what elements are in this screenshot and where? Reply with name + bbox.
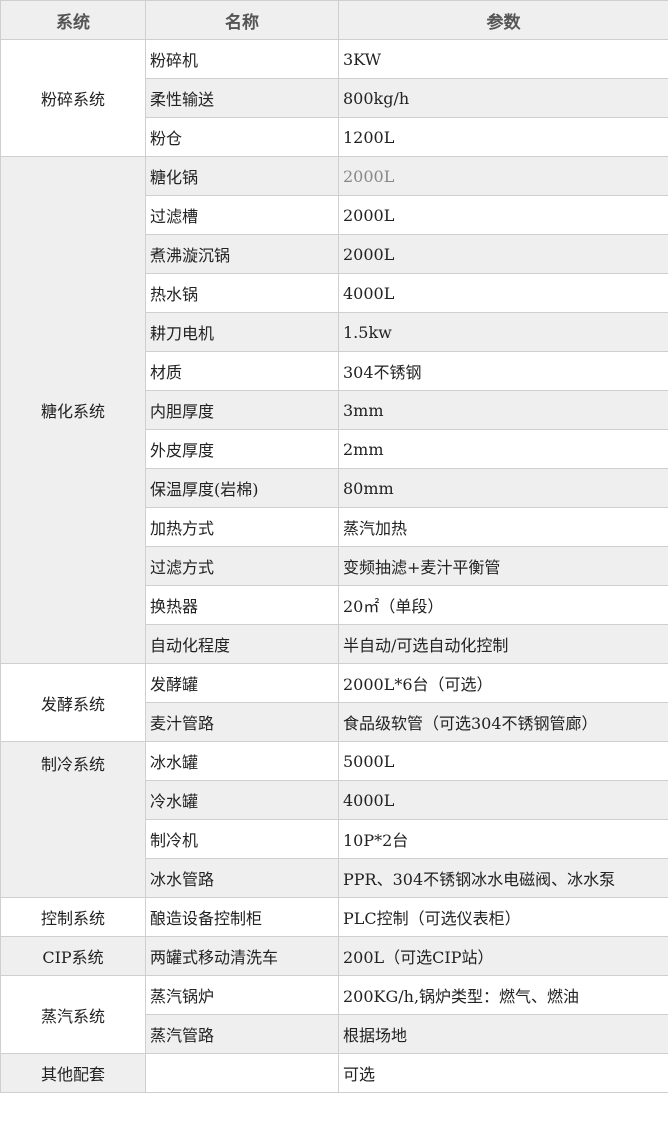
table-row: 糖化系统 糖化锅 2000L: [0, 156, 668, 664]
system-cell: 发酵系统: [0, 663, 146, 742]
name-cell: 发酵罐: [145, 663, 339, 703]
param-cell: 20㎡（单段）: [338, 585, 668, 625]
table-row: 麦汁管路 食品级软管（可选304不锈钢管廊）: [1, 702, 668, 742]
param-cell: PPR、304不锈钢冰水电磁阀、冰水泵: [338, 858, 668, 898]
name-cell: 酿造设备控制柜: [145, 897, 339, 937]
table-row: 耕刀电机 1.5kw: [1, 312, 668, 352]
table-row: 内胆厚度 3mm: [1, 390, 668, 430]
name-cell: 自动化程度: [145, 624, 339, 664]
param-cell: 2000L: [338, 234, 668, 274]
equipment-spec-table: 系统 名称 参数 粉碎系统 粉碎机 3KW 柔性输送 800kg/h 粉仓 1200L 糖化系…: [0, 0, 668, 1093]
table-row: 柔性输送 800kg/h: [1, 78, 668, 118]
table-row: 煮沸漩沉锅 2000L: [1, 234, 668, 274]
table-row: 发酵系统 发酵罐 2000L*6台（可选）: [0, 663, 668, 742]
table-row: 蒸汽系统 蒸汽锅炉 200KG/h,锅炉类型：燃气、燃油: [0, 975, 668, 1054]
name-cell: 保温厚度(岩棉): [145, 468, 339, 508]
system-cell: 糖化系统: [0, 156, 146, 664]
system-cell: 其他配套: [0, 1053, 146, 1093]
param-cell: 可选: [338, 1053, 668, 1093]
name-cell: 两罐式移动清洗车: [145, 936, 339, 976]
table-row: 粉碎系统 粉碎机 3KW: [0, 39, 668, 157]
table-row: 其他配套 可选: [0, 1053, 668, 1093]
param-cell: 800kg/h: [338, 78, 668, 118]
table-body: 粉碎系统 粉碎机 3KW 柔性输送 800kg/h 粉仓 1200L 糖化系统 糖化锅 2000L…: [0, 39, 668, 1093]
header-system: 系统: [0, 0, 146, 40]
param-cell: 4000L: [338, 780, 668, 820]
header-params: 参数: [338, 0, 668, 40]
param-cell: 2mm: [338, 429, 668, 469]
table-row: 制冷机 10P*2台: [1, 819, 668, 859]
name-cell: 制冷机: [145, 819, 339, 859]
param-cell: 半自动/可选自动化控制: [338, 624, 668, 664]
param-cell: 2000L: [338, 156, 668, 196]
name-cell: 糖化锅: [145, 156, 339, 196]
table-row: 热水锅 4000L: [1, 273, 668, 313]
table-row: 粉仓 1200L: [1, 117, 668, 157]
table-row: 蒸汽管路 根据场地: [1, 1014, 668, 1054]
param-cell: PLC控制（可选仪表柜）: [338, 897, 668, 937]
table-row: 冷水罐 4000L: [1, 780, 668, 820]
name-cell: 热水锅: [145, 273, 339, 313]
name-cell: [145, 1053, 339, 1093]
param-cell: 5000L: [338, 741, 668, 781]
name-cell: 冰水管路: [145, 858, 339, 898]
param-cell: 4000L: [338, 273, 668, 313]
param-cell: 2000L: [338, 195, 668, 235]
param-cell: 1.5kw: [338, 312, 668, 352]
table-row: 控制系统 酿造设备控制柜 PLC控制（可选仪表柜）: [0, 897, 668, 937]
name-cell: 换热器: [145, 585, 339, 625]
name-cell: 耕刀电机: [145, 312, 339, 352]
name-cell: 柔性输送: [145, 78, 339, 118]
name-cell: 冷水罐: [145, 780, 339, 820]
table-row: 过滤槽 2000L: [1, 195, 668, 235]
param-cell: 1200L: [338, 117, 668, 157]
param-cell: 根据场地: [338, 1014, 668, 1054]
param-cell: 3mm: [338, 390, 668, 430]
name-cell: 过滤方式: [145, 546, 339, 586]
name-cell: 过滤槽: [145, 195, 339, 235]
system-cell: CIP系统: [0, 936, 146, 976]
name-cell: 外皮厚度: [145, 429, 339, 469]
name-cell: 加热方式: [145, 507, 339, 547]
table-header-row: 系统 名称 参数: [0, 0, 668, 40]
table-row: 保温厚度(岩棉) 80mm: [1, 468, 668, 508]
system-cell: 蒸汽系统: [0, 975, 146, 1054]
name-cell: 材质: [145, 351, 339, 391]
table-row: 制冷系统 冰水罐 5000L: [0, 741, 668, 898]
name-cell: 内胆厚度: [145, 390, 339, 430]
name-cell: 粉碎机: [145, 39, 339, 79]
system-cell: 控制系统: [0, 897, 146, 937]
param-cell: 变频抽滤+麦汁平衡管: [338, 546, 668, 586]
param-cell: 200L（可选CIP站）: [338, 936, 668, 976]
name-cell: 粉仓: [145, 117, 339, 157]
param-cell: 304不锈钢: [338, 351, 668, 391]
param-cell: 3KW: [338, 39, 668, 79]
param-cell: 食品级软管（可选304不锈钢管廊）: [338, 702, 668, 742]
name-cell: 煮沸漩沉锅: [145, 234, 339, 274]
param-cell: 80mm: [338, 468, 668, 508]
table-row: 过滤方式 变频抽滤+麦汁平衡管: [1, 546, 668, 586]
name-cell: 麦汁管路: [145, 702, 339, 742]
name-cell: 冰水罐: [145, 741, 339, 781]
header-name: 名称: [145, 0, 339, 40]
table-row: 加热方式 蒸汽加热: [1, 507, 668, 547]
name-cell: 蒸汽管路: [145, 1014, 339, 1054]
table-row: 换热器 20㎡（单段）: [1, 585, 668, 625]
table-row: 材质 304不锈钢: [1, 351, 668, 391]
table-row: CIP系统 两罐式移动清洗车 200L（可选CIP站）: [0, 936, 668, 976]
table-row: 冰水管路 PPR、304不锈钢冰水电磁阀、冰水泵: [1, 858, 668, 898]
system-cell: 制冷系统: [0, 741, 146, 898]
param-cell: 2000L*6台（可选）: [338, 663, 668, 703]
name-cell: 蒸汽锅炉: [145, 975, 339, 1015]
param-cell: 200KG/h,锅炉类型：燃气、燃油: [338, 975, 668, 1015]
param-cell: 10P*2台: [338, 819, 668, 859]
param-cell: 蒸汽加热: [338, 507, 668, 547]
system-cell: 粉碎系统: [0, 39, 146, 157]
